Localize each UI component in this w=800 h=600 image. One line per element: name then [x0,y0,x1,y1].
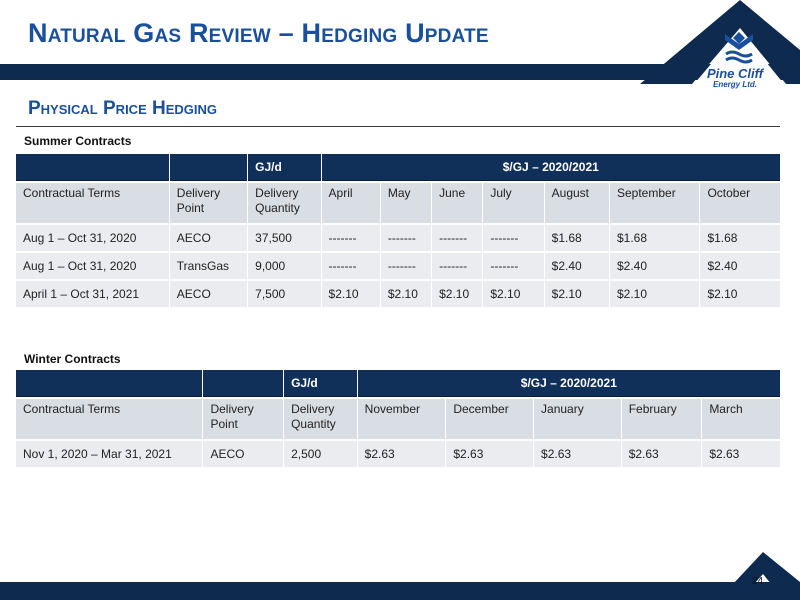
header-cell-unit: GJ/d [248,154,321,181]
table-cell: ------- [321,225,380,251]
winter-column-header-row: Contractual Terms Delivery Point Deliver… [16,399,780,439]
column-header: December [446,399,534,439]
table-cell: TransGas [169,253,248,279]
table-row: April 1 – Oct 31, 2021 AECO 7,500 $2.10 … [16,281,780,307]
column-header: February [621,399,702,439]
table-cell: $2.40 [544,253,609,279]
page-number: 24 [752,576,764,587]
header-cell-blank [169,154,248,181]
table-cell: ------- [380,253,432,279]
table-cell: $2.10 [432,281,483,307]
header-cell-blank [16,370,203,397]
table-cell: $2.63 [357,441,446,467]
table-cell: April 1 – Oct 31, 2021 [16,281,169,307]
footer-band [0,582,800,600]
table-cell: $2.40 [609,253,700,279]
table-cell: $2.63 [621,441,702,467]
header-cell-price: $/GJ – 2020/2021 [321,154,780,181]
column-header: Delivery Point [169,183,248,223]
table-cell: ------- [321,253,380,279]
table-cell: Aug 1 – Oct 31, 2020 [16,253,169,279]
table-cell: $2.63 [446,441,534,467]
column-header: June [432,183,483,223]
column-header: Delivery Point [203,399,284,439]
column-header: Delivery Quantity [284,399,357,439]
table-cell: 9,000 [248,253,321,279]
section-title: Physical Price Hedging [28,98,218,119]
table-cell: $2.10 [321,281,380,307]
winter-label: Winter Contracts [24,352,121,366]
table-row: Aug 1 – Oct 31, 2020 AECO 37,500 -------… [16,225,780,251]
table-cell: $2.40 [700,253,780,279]
column-header: April [321,183,380,223]
table-cell: $2.10 [483,281,544,307]
table-cell: AECO [169,225,248,251]
table-cell: $2.10 [380,281,432,307]
logo-icon [725,32,753,64]
table-cell: $1.68 [700,225,780,251]
column-header: January [534,399,621,439]
table-cell: $2.63 [534,441,621,467]
table-cell: Aug 1 – Oct 31, 2020 [16,225,169,251]
summer-contracts-table: GJ/d $/GJ – 2020/2021 Contractual Terms … [15,152,781,309]
header-cell-price: $/GJ – 2020/2021 [357,370,780,397]
title-divider [16,126,780,127]
column-header: July [483,183,544,223]
header-cell-blank [16,154,169,181]
column-header: Delivery Quantity [248,183,321,223]
table-row: Aug 1 – Oct 31, 2020 TransGas 9,000 ----… [16,253,780,279]
header-cell-blank [203,370,284,397]
table-cell: $1.68 [544,225,609,251]
table-cell: $2.10 [700,281,780,307]
slide-title: Natural Gas Review – Hedging Update [28,18,489,48]
winter-contracts-table: GJ/d $/GJ – 2020/2021 Contractual Terms … [15,368,781,469]
table-cell: $2.10 [609,281,700,307]
table-cell: AECO [169,281,248,307]
winter-header-row: GJ/d $/GJ – 2020/2021 [16,370,780,397]
header-cell-unit: GJ/d [284,370,357,397]
table-cell: $2.63 [702,441,780,467]
table-cell: ------- [483,253,544,279]
table-cell: ------- [483,225,544,251]
logo-tagline: Energy Ltd. [712,80,757,89]
column-header: May [380,183,432,223]
table-cell: ------- [432,253,483,279]
table-cell: ------- [380,225,432,251]
column-header: Contractual Terms [16,183,169,223]
header-band [0,64,800,80]
table-cell: 7,500 [248,281,321,307]
column-header: November [357,399,446,439]
table-cell: 2,500 [284,441,357,467]
table-cell: $2.10 [544,281,609,307]
summer-column-header-row: Contractual Terms Delivery Point Deliver… [16,183,780,223]
table-cell: Nov 1, 2020 – Mar 31, 2021 [16,441,203,467]
summer-label: Summer Contracts [24,134,132,148]
table-cell: ------- [432,225,483,251]
column-header: March [702,399,780,439]
table-row: Nov 1, 2020 – Mar 31, 2021 AECO 2,500 $2… [16,441,780,467]
table-cell: 37,500 [248,225,321,251]
column-header: September [609,183,700,223]
summer-header-row: GJ/d $/GJ – 2020/2021 [16,154,780,181]
company-logo-text: Pine Cliff Energy Ltd. [700,67,770,89]
logo-chevron [640,0,800,84]
column-header: Contractual Terms [16,399,203,439]
table-cell: AECO [203,441,284,467]
table-cell: $1.68 [609,225,700,251]
column-header: October [700,183,780,223]
column-header: August [544,183,609,223]
logo-name: Pine Cliff [706,66,764,81]
